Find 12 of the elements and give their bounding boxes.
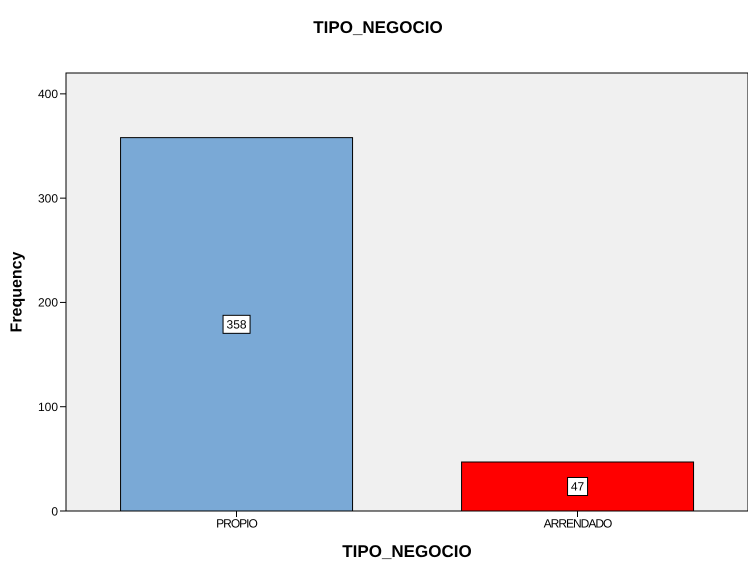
x-tick-label: ARRENDADO [544,516,612,531]
x-tick-label: PROPIO [216,516,258,531]
y-tick-label: 200 [38,296,58,310]
y-tick-label: 0 [51,504,58,518]
y-axis-title: Frequency [8,251,26,332]
x-axis-title: TIPO_NEGOCIO [342,542,472,561]
y-tick-label: 400 [38,87,58,102]
y-tick-label: 100 [38,400,58,414]
data-label: 358 [226,317,247,332]
data-label: 47 [570,479,585,494]
chart-title: TIPO_NEGOCIO [312,18,444,38]
y-tick-label: 300 [38,191,58,206]
